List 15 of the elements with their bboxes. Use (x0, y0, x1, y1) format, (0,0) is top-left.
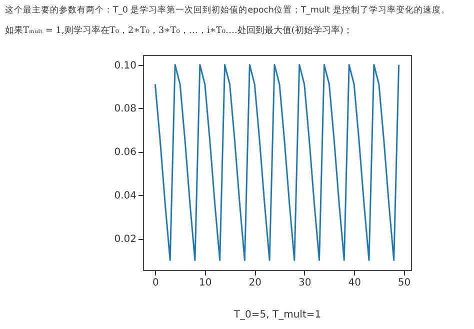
y-tick-label: 0.02 (114, 234, 136, 246)
x-tick-label: 50 (398, 278, 411, 288)
x-tick-label: 40 (348, 278, 361, 288)
x-tick-label: 10 (199, 278, 212, 288)
x-axis-title: T_0=5, T_mult=1 (232, 310, 322, 320)
chart-title: 这个最主要的参数有两个：T_0 是学习率第一次回到初始值的epoch位置；T_mult 是控制了学习率变化的速度。 (5, 4, 450, 16)
chart-subtitle: 如果Tₘᵤₗₜ = 1,则学习率在T₀，2∗T₀，3∗T₀，…，i∗T₀….处回到最大值(初始学习率)； (5, 25, 352, 36)
x-tick-label: 30 (298, 278, 312, 288)
line-series (154, 64, 400, 261)
x-tick-label: 0 (152, 278, 159, 288)
y-tick-label: 0.10 (114, 60, 136, 72)
y-tick-label: 0.08 (114, 104, 136, 115)
y-tick-label: 0.04 (114, 190, 136, 202)
x-tick-label: 20 (248, 278, 262, 288)
y-tick-label: 0.06 (114, 147, 136, 158)
